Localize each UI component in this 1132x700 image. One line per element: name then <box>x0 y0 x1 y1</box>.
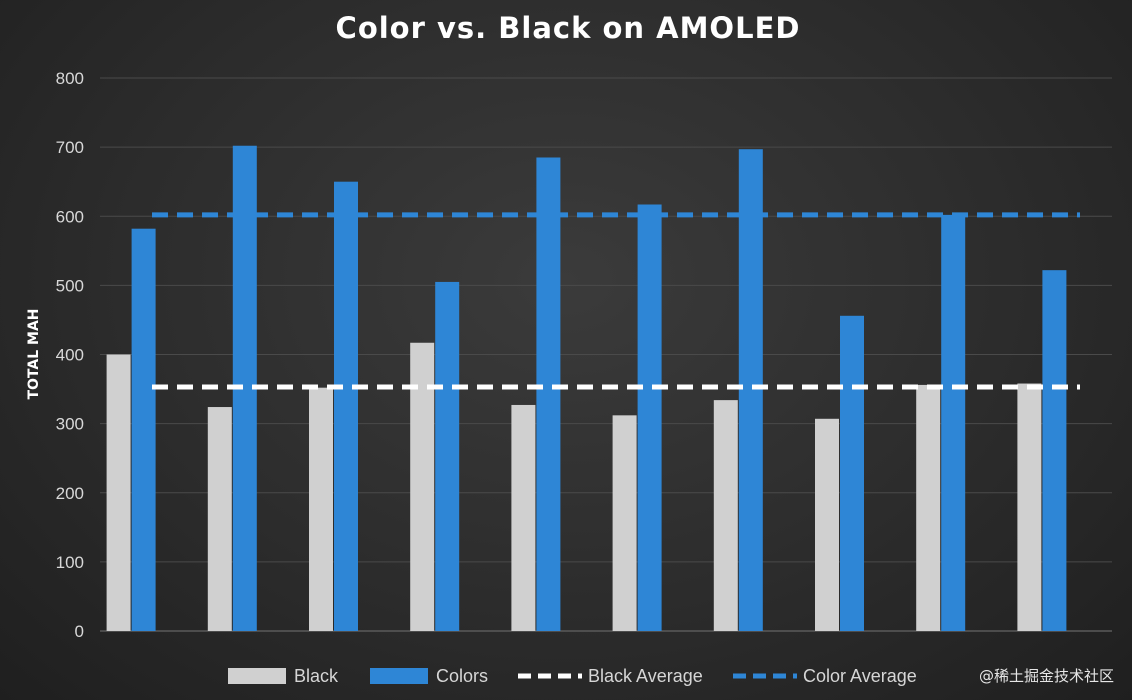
bar-black <box>106 354 131 631</box>
bar-colors <box>334 181 358 631</box>
bar-colors <box>1042 270 1067 631</box>
bar-colors <box>536 157 561 631</box>
bar-black <box>410 342 435 631</box>
y-axis-label: TOTAL MAH <box>26 308 42 399</box>
bar-colors <box>131 228 156 631</box>
y-tick-label: 700 <box>56 138 84 157</box>
legend-label: Colors <box>436 666 488 686</box>
bar-black <box>815 418 839 631</box>
bar-black <box>916 384 941 631</box>
y-tick-label: 500 <box>56 276 84 295</box>
legend-swatch <box>370 668 428 684</box>
bar-colors <box>232 145 257 631</box>
y-tick-label: 300 <box>56 415 84 434</box>
legend: Black Colors Black Average Color Average <box>228 666 917 686</box>
watermark-text: @稀土掘金技术社区 <box>978 667 1114 685</box>
bar-black <box>1017 383 1042 631</box>
chart-title: Color vs. Black on AMOLED <box>336 11 801 45</box>
bar-colors <box>435 281 460 631</box>
bar-black <box>207 407 232 631</box>
y-tick-label: 600 <box>56 207 84 226</box>
bar-black <box>612 415 637 631</box>
y-tick-label: 0 <box>75 622 84 641</box>
y-tick-label: 100 <box>56 553 84 572</box>
legend-label: Black <box>294 666 339 686</box>
legend-swatch <box>228 668 286 684</box>
legend-label: Black Average <box>588 666 703 686</box>
bar-black <box>309 387 333 631</box>
bar-colors <box>637 204 662 631</box>
y-tick-label: 800 <box>56 69 84 88</box>
y-tick-label: 400 <box>56 346 84 365</box>
reference-lines <box>152 212 1080 390</box>
bars <box>106 145 1067 632</box>
bar-colors <box>840 315 864 631</box>
y-axis-ticks: 0 100 200 300 400 500 600 700 800 <box>56 69 84 641</box>
legend-label: Color Average <box>803 666 917 686</box>
bar-colors <box>941 214 966 631</box>
bar-black <box>511 404 536 631</box>
bar-black <box>713 400 738 631</box>
bar-colors <box>738 149 763 632</box>
y-tick-label: 200 <box>56 484 84 503</box>
